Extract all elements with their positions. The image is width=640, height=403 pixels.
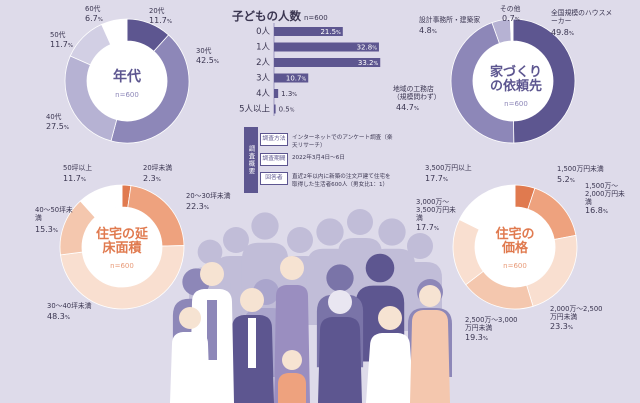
builder-donut-slice-3 <box>509 18 514 42</box>
area-title-text: 住宅の延床面積 <box>95 227 148 257</box>
age-value-60s: 6.7% <box>85 14 103 23</box>
children-category-1: 1人 <box>256 43 270 53</box>
builder-donut-n: n=600 <box>504 100 528 108</box>
area-value-40to50: 15.3% <box>35 225 58 234</box>
area-donut-n: n=600 <box>110 262 134 270</box>
children-chart-title: 子どもの人数 n=600 <box>232 9 328 23</box>
builder-label-local: 地域の工務店（規模問わず） <box>393 85 441 101</box>
builder-label-architect: 設計事務所・建築家 <box>419 16 481 24</box>
area-value-20to30: 22.3% <box>186 202 209 211</box>
price-title-text: 住宅の価格 <box>495 227 535 257</box>
area-donut-title: 住宅の延床面積 <box>82 227 162 257</box>
builder-donut-title: 家づくりの依頼先 <box>478 65 554 95</box>
price-donut-n: n=600 <box>503 262 527 270</box>
price-label-under1500: 1,500万円未満 <box>557 165 604 173</box>
price-value-2500to3000: 19.3% <box>465 333 488 342</box>
age-value-40s: 27.5% <box>46 122 69 131</box>
builder-value-other: 0.7% <box>502 14 520 23</box>
price-label-2000to2500: 2,000万〜2,500万円未満 <box>550 305 603 321</box>
builder-label-other: その他 <box>500 5 521 13</box>
builder-donut-slice-1 <box>450 22 515 144</box>
children-category-3: 3人 <box>256 74 270 84</box>
age-label-30s: 30代 <box>196 47 212 55</box>
children-category-4: 4人 <box>256 89 270 99</box>
children-bar-3 <box>274 73 309 83</box>
price-label-over3500: 3,500万円以上 <box>425 164 472 172</box>
builder-value-local: 44.7% <box>396 103 419 112</box>
children-bar-0 <box>274 27 343 36</box>
area-label-40to50: 40〜50坪未満 <box>35 206 73 222</box>
builder-donut <box>450 18 576 144</box>
price-value-under1500: 5.2% <box>557 175 575 184</box>
children-value-1: 32.8% <box>357 44 378 52</box>
children-bar-2 <box>274 58 381 67</box>
age-donut-slice-1 <box>110 34 190 144</box>
price-value-3000to3500: 17.7% <box>416 223 439 232</box>
family-group-illustration <box>170 209 452 403</box>
area-donut-slice-4 <box>79 184 123 218</box>
builder-label-national: 全国規模のハウスメーカー <box>551 9 613 25</box>
builder-value-national: 49.8% <box>551 28 574 37</box>
area-label-20to30: 20〜30坪未満 <box>186 192 231 200</box>
children-value-4: 1.3% <box>281 90 297 98</box>
children-category-0: 0人 <box>256 27 270 37</box>
price-label-3000to3500: 3,000万〜3,500万円未満 <box>416 198 456 222</box>
children-category-2: 2人 <box>256 58 270 68</box>
area-donut-slice-2 <box>60 245 185 310</box>
children-value-5: 0.5% <box>279 106 295 114</box>
price-label-2500to3000: 2,500万〜3,000万円未満 <box>465 316 518 332</box>
children-bar-1 <box>274 42 379 52</box>
price-value-over3500: 17.7% <box>425 174 448 183</box>
builder-value-architect: 4.8% <box>419 26 437 35</box>
area-value-30to40: 48.3% <box>47 312 70 321</box>
builder-title-text: 家づくりの依頼先 <box>489 65 542 95</box>
age-donut <box>64 18 190 144</box>
survey-summary: 調査概要 調査方法 インターネットでのアンケート調査（楽天リサーチ） 調査期間 … <box>244 127 394 193</box>
price-value-2000to2500: 23.3% <box>550 322 573 331</box>
price-donut-slice-5 <box>458 184 516 230</box>
age-value-20s: 11.7% <box>149 16 172 25</box>
price-donut-title: 住宅の価格 <box>483 227 547 257</box>
price-label-1500to2000: 1,500万〜2,000万円未満 <box>585 182 625 206</box>
age-donut-slice-4 <box>101 18 128 46</box>
age-value-50s: 11.7% <box>50 40 73 49</box>
survey-side-label: 調査概要 <box>244 127 258 193</box>
area-label-over50: 50坪以上 <box>63 164 93 172</box>
age-donut-n: n=600 <box>115 91 139 99</box>
children-value-3: 10.7% <box>286 75 307 83</box>
area-label-under20: 20坪未満 <box>143 164 173 172</box>
age-donut-title: 年代 <box>113 69 141 85</box>
children-bar-5 <box>274 104 276 114</box>
area-value-under20: 2.3% <box>143 174 161 183</box>
children-value-2: 33.2% <box>358 59 379 67</box>
age-label-20s: 20代 <box>149 7 165 15</box>
price-value-1500to2000: 16.8% <box>585 206 608 215</box>
area-donut <box>59 184 185 310</box>
children-bar-chart: 0人 21.5% 1人 32.8% 2人 33.2% 3人 10.7% 4人 1.3% 5人以上 0.… <box>239 23 381 116</box>
children-value-0: 21.5% <box>320 28 341 36</box>
age-value-30s: 42.5% <box>196 56 219 65</box>
area-value-over50: 11.7% <box>63 174 86 183</box>
children-bar-4 <box>274 89 279 98</box>
area-label-30to40: 30〜40坪未満 <box>47 302 92 310</box>
price-donut <box>452 184 578 310</box>
children-category-5: 5人以上 <box>239 105 270 115</box>
age-label-50s: 50代 <box>50 31 66 39</box>
age-label-60s: 60代 <box>85 5 101 13</box>
builder-donut-slice-0 <box>512 18 576 144</box>
age-label-40s: 40代 <box>46 113 62 121</box>
front-figures <box>170 256 450 403</box>
